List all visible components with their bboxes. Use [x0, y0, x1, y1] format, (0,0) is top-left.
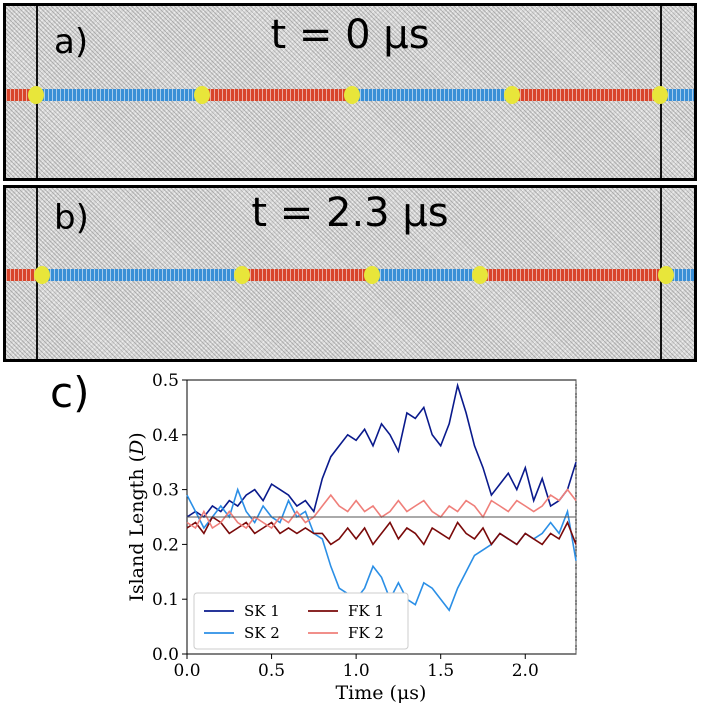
x-tick-label: 1.0 — [343, 661, 370, 681]
series-line-sk-1 — [186, 382, 577, 519]
fk-segment — [480, 269, 666, 281]
kink-marker — [364, 266, 380, 284]
y-tick-label: 0.5 — [152, 371, 179, 391]
fk-segment — [512, 89, 660, 101]
legend-label: SK 2 — [244, 624, 280, 642]
simulation-panel-b: b) t = 2.3 μs — [3, 185, 697, 362]
sk-segment — [372, 269, 480, 281]
fk-segment — [6, 269, 42, 281]
panel-a-label: a) — [54, 22, 89, 62]
legend-label: FK 1 — [348, 602, 384, 620]
legend-label: SK 1 — [244, 602, 280, 620]
x-axis: 0.0 0.5 1.0 1.5 2.0 — [173, 654, 539, 681]
kink-marker — [28, 86, 44, 104]
kink-marker — [234, 266, 250, 284]
y-tick-label: 0.0 — [152, 645, 179, 665]
kink-marker — [652, 86, 668, 104]
sk-segment — [660, 89, 694, 101]
kink-marker — [34, 266, 50, 284]
panel-a-time: t = 0 μs — [270, 12, 430, 58]
y-axis-label: Island Length (D) — [126, 432, 148, 601]
sk-segment — [36, 89, 202, 101]
panel-b-label: b) — [54, 198, 89, 238]
x-tick-label: 2.0 — [512, 661, 539, 681]
sk-segment — [42, 269, 242, 281]
panel-b-time: t = 2.3 μs — [251, 190, 449, 236]
y-tick-label: 0.4 — [152, 426, 179, 446]
legend-box — [193, 592, 409, 650]
panel-c-label: c) — [50, 368, 90, 417]
x-axis-label: Time (μs) — [336, 682, 427, 704]
simulation-panel-a: a) t = 0 μs — [3, 3, 697, 181]
x-tick-label: 0.5 — [258, 661, 285, 681]
legend-label: FK 2 — [348, 624, 384, 642]
island-length-chart: 0.0 0.5 1.0 1.5 2.0 0.0 0.1 0.2 0.3 0.4 0.5 Time … — [126, 371, 577, 704]
y-tick-label: 0.2 — [152, 535, 179, 555]
dislocation-chain — [6, 266, 694, 284]
kink-marker — [194, 86, 210, 104]
legend: SK 1 SK 2 FK 1 FK 2 — [193, 592, 409, 650]
x-tick-label: 1.5 — [427, 661, 454, 681]
kink-marker — [472, 266, 488, 284]
kink-marker — [658, 266, 674, 284]
kink-marker — [344, 86, 360, 104]
y-axis: 0.0 0.1 0.2 0.3 0.4 0.5 — [152, 371, 187, 665]
y-tick-label: 0.1 — [152, 590, 179, 610]
fk-segment — [202, 89, 352, 101]
kink-marker — [504, 86, 520, 104]
y-tick-label: 0.3 — [152, 481, 179, 501]
fk-segment — [242, 269, 372, 281]
dislocation-chain — [6, 86, 694, 104]
series-line-fk-1 — [186, 515, 577, 546]
x-tick-label: 0.0 — [173, 661, 200, 681]
sk-segment — [352, 89, 512, 101]
